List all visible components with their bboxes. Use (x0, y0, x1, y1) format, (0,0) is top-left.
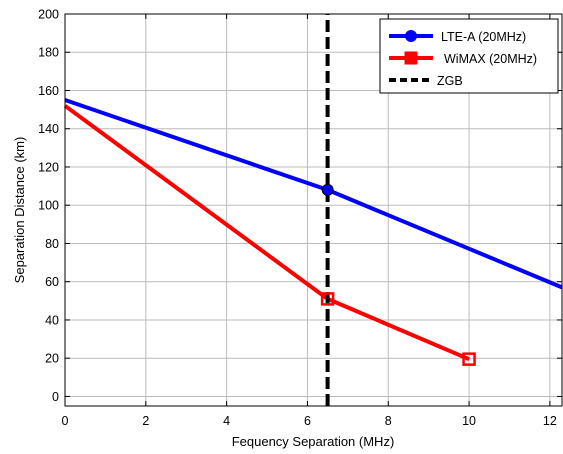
x-tick-label: 6 (304, 414, 311, 428)
y-tick-label: 100 (38, 199, 59, 213)
legend-label-zgb: ZGB (437, 74, 463, 88)
legend-label-lte-a: LTE-A (20MHz) (441, 30, 526, 44)
legend: LTE-A (20MHz) WiMAX (20MHz) ZGB (379, 18, 559, 94)
data-point-wimax (320, 292, 335, 306)
y-tick-label: 180 (38, 46, 59, 60)
legend-label-wimax: WiMAX (20MHz) (444, 52, 537, 66)
legend-marker-lte-a (405, 30, 417, 42)
y-tick-label: 0 (52, 390, 59, 404)
plot-frame (64, 13, 563, 407)
y-tick-label: 160 (38, 84, 59, 98)
grid (65, 14, 562, 406)
x-tick-label: 4 (223, 414, 230, 428)
data-point-lte-a (321, 183, 334, 196)
y-tick-label: 20 (45, 352, 59, 366)
legend-item-zgb: ZGB (389, 74, 463, 88)
x-tick-label: 8 (385, 414, 392, 428)
x-tick-label: 10 (462, 414, 476, 428)
legend-item-lte-a: LTE-A (20MHz) (389, 30, 526, 44)
y-tick-label: 80 (45, 237, 59, 251)
x-axis-label: Fequency Separation (MHz) (232, 434, 395, 449)
y-tick-label: 60 (45, 275, 59, 289)
legend-marker-wimax (404, 51, 418, 65)
series-layer (63, 14, 563, 406)
y-tick-label: 200 (38, 8, 59, 22)
y-tick-label: 120 (38, 160, 59, 174)
y-tick-label: 140 (38, 122, 59, 136)
data-point-wimax (462, 352, 476, 366)
x-tick-label: 0 (62, 414, 69, 428)
legend-item-wimax: WiMAX (20MHz) (389, 51, 537, 66)
y-tick-label: 40 (45, 313, 59, 327)
y-axis-label: Separation Distance (km) (12, 137, 27, 284)
x-tick-label: 12 (543, 414, 557, 428)
x-tick-label: 2 (142, 414, 149, 428)
